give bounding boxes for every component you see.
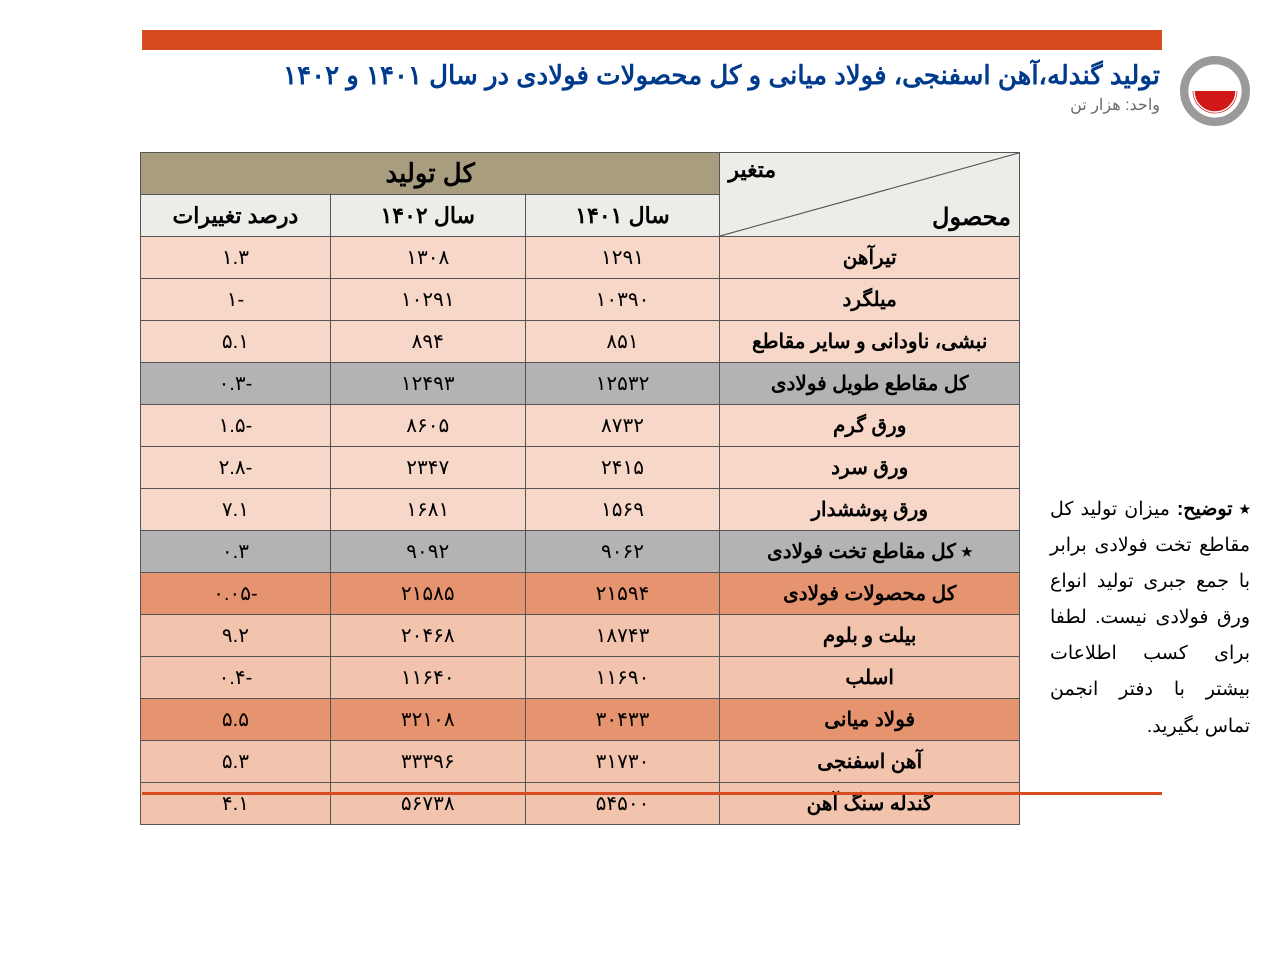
- value-1401: ۳۱۷۳۰: [525, 741, 720, 783]
- value-1401: ۸۷۳۲: [525, 405, 720, 447]
- product-name: ورق پوششدار: [720, 489, 1020, 531]
- value-pct: -۱.۵: [141, 405, 331, 447]
- value-1402: ۱۳۰۸: [330, 237, 525, 279]
- column-header: سال ۱۴۰۲: [330, 195, 525, 237]
- table-row: بیلت و بلوم۱۸۷۴۳۲۰۴۶۸۹.۲: [141, 615, 1020, 657]
- value-pct: ۰.۳: [141, 531, 331, 573]
- value-pct: -۰.۴: [141, 657, 331, 699]
- value-1401: ۲۱۵۹۴: [525, 573, 720, 615]
- value-1402: ۸۹۴: [330, 321, 525, 363]
- table-row: ورق سرد۲۴۱۵۲۳۴۷-۲.۸: [141, 447, 1020, 489]
- product-name: آهن اسفنجی: [720, 741, 1020, 783]
- value-1402: ۱۱۶۴۰: [330, 657, 525, 699]
- product-name: کل مقاطع طویل فولادی: [720, 363, 1020, 405]
- value-1402: ۳۲۱۰۸: [330, 699, 525, 741]
- product-name: میلگرد: [720, 279, 1020, 321]
- explanation-note: ٭ توضیح: میزان تولید کل مقاطع تخت فولادی…: [1050, 492, 1250, 745]
- value-1402: ۱۲۴۹۳: [330, 363, 525, 405]
- value-pct: ۵.۱: [141, 321, 331, 363]
- header-variable: متغیر: [728, 157, 776, 183]
- value-1402: ۸۶۰۵: [330, 405, 525, 447]
- top-accent-bar: [142, 30, 1162, 50]
- table-row: میلگرد۱۰۳۹۰۱۰۲۹۱-۱: [141, 279, 1020, 321]
- production-table: متغیر محصول کل تولیدسال ۱۴۰۱سال ۱۴۰۲درصد ت…: [140, 152, 1020, 825]
- table-row: کل مقاطع طویل فولادی۱۲۵۳۲۱۲۴۹۳-۰.۳: [141, 363, 1020, 405]
- value-pct: ۱.۳: [141, 237, 331, 279]
- column-header: سال ۱۴۰۱: [525, 195, 720, 237]
- value-1402: ۹۰۹۲: [330, 531, 525, 573]
- value-1401: ۹۰۶۲: [525, 531, 720, 573]
- column-header: درصد تغییرات: [141, 195, 331, 237]
- value-1401: ۱۲۵۳۲: [525, 363, 720, 405]
- value-pct: ۹.۲: [141, 615, 331, 657]
- note-label: ٭ توضیح:: [1177, 499, 1250, 520]
- table-row: ٭ کل مقاطع تخت فولادی۹۰۶۲۹۰۹۲۰.۳: [141, 531, 1020, 573]
- value-1401: ۱۲۹۱: [525, 237, 720, 279]
- value-1402: ۱۰۲۹۱: [330, 279, 525, 321]
- table-row: فولاد میانی۳۰۴۳۳۳۲۱۰۸۵.۵: [141, 699, 1020, 741]
- value-1401: ۳۰۴۳۳: [525, 699, 720, 741]
- product-name: بیلت و بلوم: [720, 615, 1020, 657]
- value-1402: ۱۶۸۱: [330, 489, 525, 531]
- table-row: نبشی، ناودانی و سایر مقاطع۸۵۱۸۹۴۵.۱: [141, 321, 1020, 363]
- value-1401: ۱۸۷۴۳: [525, 615, 720, 657]
- product-name: ورق گرم: [720, 405, 1020, 447]
- value-pct: ۵.۳: [141, 741, 331, 783]
- product-name: گندله سنگ آهن: [720, 783, 1020, 825]
- value-1401: ۱۱۶۹۰: [525, 657, 720, 699]
- value-pct: -۰.۰۵: [141, 573, 331, 615]
- product-name: اسلب: [720, 657, 1020, 699]
- product-name: تیرآهن: [720, 237, 1020, 279]
- unit-label: واحد: هزار تن: [118, 95, 1160, 115]
- table-row: تیرآهن۱۲۹۱۱۳۰۸۱.۳: [141, 237, 1020, 279]
- table-row: آهن اسفنجی۳۱۷۳۰۳۳۳۹۶۵.۳: [141, 741, 1020, 783]
- bottom-accent-line: [142, 792, 1162, 795]
- value-pct: ۴.۱: [141, 783, 331, 825]
- header-product: محصول: [932, 203, 1011, 232]
- diagonal-header: متغیر محصول: [720, 153, 1020, 237]
- value-1402: ۵۶۷۳۸: [330, 783, 525, 825]
- value-pct: ۷.۱: [141, 489, 331, 531]
- value-1402: ۲۰۴۶۸: [330, 615, 525, 657]
- value-pct: -۲.۸: [141, 447, 331, 489]
- note-text: میزان تولید کل مقاطع تخت فولادی برابر با…: [1050, 499, 1250, 737]
- value-1401: ۲۴۱۵: [525, 447, 720, 489]
- value-1401: ۵۴۵۰۰: [525, 783, 720, 825]
- table-row: ورق پوششدار۱۵۶۹۱۶۸۱۷.۱: [141, 489, 1020, 531]
- table-row: ورق گرم۸۷۳۲۸۶۰۵-۱.۵: [141, 405, 1020, 447]
- value-1402: ۲۱۵۸۵: [330, 573, 525, 615]
- value-pct: -۱: [141, 279, 331, 321]
- header-total-production: کل تولید: [141, 153, 720, 195]
- value-1402: ۳۳۳۹۶: [330, 741, 525, 783]
- product-name: ٭ کل مقاطع تخت فولادی: [720, 531, 1020, 573]
- table-row: اسلب۱۱۶۹۰۱۱۶۴۰-۰.۴: [141, 657, 1020, 699]
- table-row: گندله سنگ آهن۵۴۵۰۰۵۶۷۳۸۴.۱: [141, 783, 1020, 825]
- table-row: کل محصولات فولادی۲۱۵۹۴۲۱۵۸۵-۰.۰۵: [141, 573, 1020, 615]
- product-name: کل محصولات فولادی: [720, 573, 1020, 615]
- product-name: فولاد میانی: [720, 699, 1020, 741]
- page-title: تولید گندله،آهن اسفنجی، فولاد میانی و کل…: [118, 60, 1160, 91]
- value-1401: ۱۵۶۹: [525, 489, 720, 531]
- product-name: نبشی، ناودانی و سایر مقاطع: [720, 321, 1020, 363]
- value-1402: ۲۳۴۷: [330, 447, 525, 489]
- value-1401: ۱۰۳۹۰: [525, 279, 720, 321]
- value-pct: -۰.۳: [141, 363, 331, 405]
- product-name: ورق سرد: [720, 447, 1020, 489]
- value-1401: ۸۵۱: [525, 321, 720, 363]
- value-pct: ۵.۵: [141, 699, 331, 741]
